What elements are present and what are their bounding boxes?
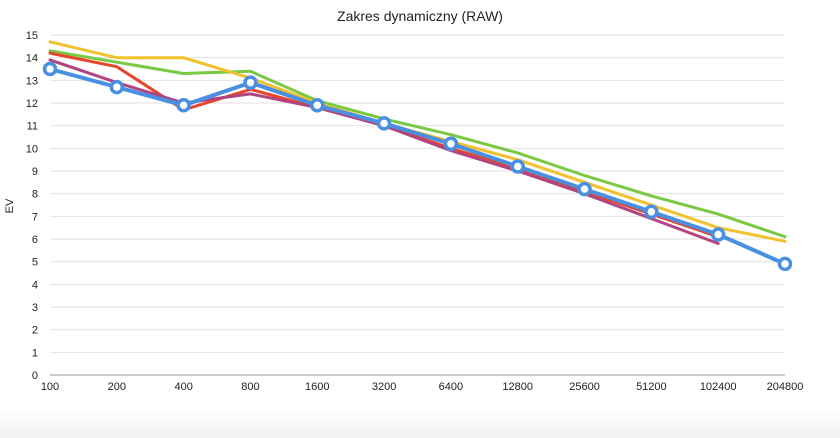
- y-tick-label: 5: [32, 257, 38, 269]
- bottom-fade: [0, 410, 840, 438]
- y-tick-label: 0: [32, 370, 38, 382]
- x-tick-label: 1600: [305, 381, 329, 393]
- y-tick-label: 9: [32, 166, 38, 178]
- series-line-1: [48, 49, 787, 239]
- x-tick-label: 102400: [700, 381, 737, 393]
- data-point-marker: [443, 136, 459, 152]
- data-point-marker: [710, 227, 726, 242]
- y-tick-label: 2: [32, 325, 38, 337]
- data-point-marker: [577, 181, 592, 197]
- x-tick-label: 25600: [569, 381, 600, 393]
- y-axis-label: EV: [4, 198, 16, 213]
- y-tick-label: 4: [32, 279, 38, 291]
- data-point-marker: [777, 256, 793, 272]
- data-point-marker: [176, 98, 191, 113]
- y-tick-label: 1: [32, 347, 38, 359]
- series-lines: [48, 40, 787, 266]
- data-point-marker: [109, 79, 125, 95]
- data-point-marker: [243, 75, 258, 90]
- series-line-2: [48, 40, 787, 243]
- x-tick-label: 100: [41, 381, 59, 393]
- gridlines: [50, 34, 785, 376]
- data-point-marker: [644, 204, 659, 220]
- y-tick-label: 14: [26, 53, 38, 65]
- x-tick-label: 3200: [372, 381, 396, 393]
- x-tick-label: 51200: [636, 381, 667, 393]
- x-tick-label: 400: [174, 381, 192, 393]
- series-line-0: [48, 67, 787, 266]
- data-point-marker: [510, 159, 525, 174]
- x-tick-label: 12800: [502, 381, 533, 393]
- x-tick-label: 6400: [439, 381, 463, 393]
- y-tick-label: 13: [26, 75, 38, 87]
- y-tick-label: 12: [26, 98, 38, 110]
- x-tick-labels: 100 200 400 800 1600 3200 6400 12800 25600 51200 1…: [41, 381, 804, 393]
- y-tick-label: 7: [32, 211, 38, 223]
- y-tick-label: 6: [32, 234, 38, 246]
- y-tick-label: 8: [32, 189, 38, 201]
- x-tick-label: 204800: [767, 381, 804, 393]
- y-tick-label: 3: [32, 302, 38, 314]
- y-tick-label: 11: [27, 121, 38, 133]
- data-point-marker: [42, 61, 58, 77]
- data-point-marker: [310, 98, 325, 113]
- chart-title: Zakres dynamiczny (RAW): [337, 8, 503, 24]
- y-tick-label: 15: [26, 30, 38, 42]
- x-tick-label: 200: [108, 381, 126, 393]
- y-tick-label: 10: [26, 143, 38, 155]
- x-tick-label: 800: [241, 381, 259, 393]
- data-point-marker: [376, 116, 392, 131]
- series-markers: [42, 61, 793, 272]
